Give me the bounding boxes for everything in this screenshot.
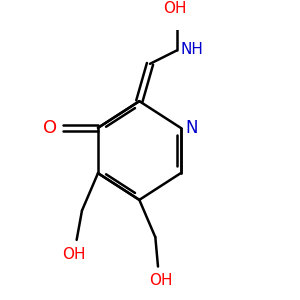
Text: OH: OH xyxy=(149,273,172,288)
Text: NH: NH xyxy=(180,42,203,57)
Text: OH: OH xyxy=(62,247,86,262)
Text: OH: OH xyxy=(164,1,187,16)
Text: N: N xyxy=(185,119,198,137)
Text: O: O xyxy=(43,119,57,137)
